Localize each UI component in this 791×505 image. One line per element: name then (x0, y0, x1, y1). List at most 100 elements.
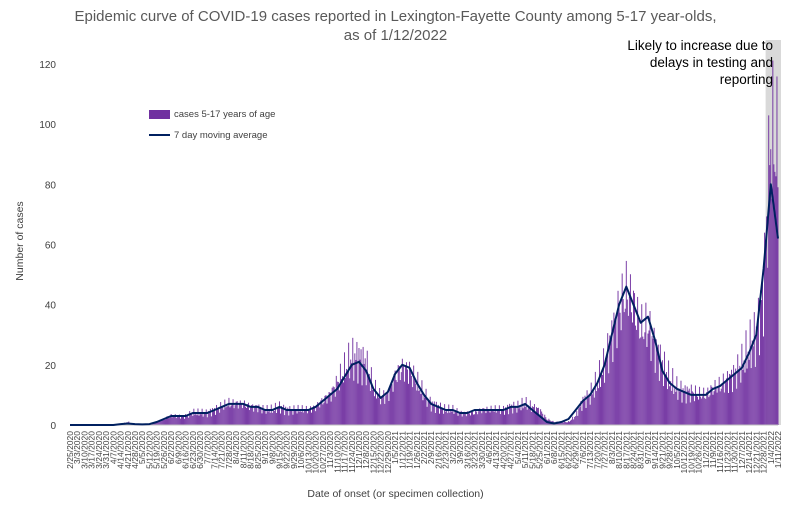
x-tick-label: 4/14/2020 (116, 431, 126, 469)
case-bar (221, 407, 223, 425)
case-bar (762, 278, 763, 425)
case-bar (595, 391, 597, 425)
case-bar (714, 379, 716, 425)
x-tick-label: 3/10/2020 (79, 431, 89, 469)
case-bar (517, 400, 519, 425)
case-bar (350, 359, 352, 425)
x-tick-label: 7/21/2020 (217, 431, 227, 469)
case-bar (750, 368, 752, 425)
case-bar (694, 385, 696, 425)
case-bar (643, 339, 645, 425)
case-bar (427, 398, 429, 425)
case-bar (661, 360, 663, 425)
case-bar (525, 396, 527, 425)
x-tick-label: 12/8/2020 (361, 431, 371, 469)
case-bar (166, 416, 168, 425)
case-bar (484, 410, 486, 425)
case-bar (664, 351, 665, 425)
case-bar (777, 187, 779, 425)
x-tick-label: 8/31/2021 (636, 431, 646, 469)
case-bar (436, 406, 438, 425)
case-bar (413, 365, 415, 425)
x-tick-label: 8/17/2021 (621, 431, 631, 469)
case-bar (516, 412, 518, 425)
case-bar (527, 405, 529, 425)
case-bar (163, 418, 165, 425)
case-bar (561, 422, 563, 425)
case-bar (257, 412, 259, 425)
case-bar (627, 315, 629, 425)
x-tick-label: 5/12/2020 (144, 431, 154, 469)
case-bar (284, 415, 286, 425)
case-bar (389, 387, 391, 425)
case-bar (709, 395, 711, 425)
x-tick-label: 3/9/2021 (455, 431, 465, 464)
case-bar (455, 411, 457, 425)
case-bar (424, 397, 426, 425)
case-bar (192, 415, 194, 425)
case-bar (178, 414, 180, 425)
case-bar (509, 403, 511, 425)
case-bar (430, 411, 432, 425)
case-bar (512, 413, 514, 425)
x-tick-label: 4/21/2020 (123, 431, 133, 469)
case-bar (594, 371, 596, 425)
case-bar (467, 411, 469, 425)
x-tick-label: 4/27/2021 (506, 431, 516, 469)
case-bar (226, 406, 228, 425)
case-bar (653, 327, 655, 425)
case-bar (507, 404, 509, 425)
case-bar (382, 396, 384, 425)
case-bar (588, 393, 590, 425)
case-bar (589, 404, 591, 425)
case-bar (234, 405, 236, 425)
case-bar (654, 372, 656, 425)
case-bar (766, 216, 768, 425)
case-bar (243, 400, 245, 425)
x-tick-label: 4/20/2021 (498, 431, 508, 469)
x-tick-label: 3/3/2020 (72, 431, 82, 464)
case-bar (730, 374, 731, 425)
case-bar (317, 402, 319, 425)
case-bar (772, 60, 774, 426)
case-bar (669, 386, 671, 425)
case-bar (537, 408, 538, 425)
case-bar (720, 388, 722, 425)
case-bar (241, 408, 243, 425)
case-bar (198, 415, 200, 425)
x-tick-label: 12/7/2021 (737, 431, 747, 469)
case-bar (637, 296, 639, 425)
case-bar (365, 385, 367, 425)
case-bar (352, 337, 354, 425)
case-bar (194, 414, 196, 425)
case-bar (391, 384, 393, 425)
case-bar (167, 417, 169, 425)
case-bar (704, 398, 706, 425)
case-bar (716, 392, 718, 425)
x-tick-label: 11/17/2020 (340, 431, 350, 473)
case-bar (375, 379, 376, 425)
case-bar (725, 378, 727, 425)
case-bar (755, 326, 757, 425)
case-bar (401, 358, 403, 425)
case-bar (480, 410, 482, 425)
case-bar (189, 411, 191, 425)
case-bar (706, 392, 708, 425)
y-axis-label: Number of cases (14, 201, 26, 281)
case-bar (250, 407, 252, 425)
case-bar (176, 416, 178, 425)
case-bar (274, 402, 276, 425)
case-bar (486, 406, 488, 425)
case-bar (359, 359, 361, 425)
x-tick-label: 10/5/2021 (672, 431, 682, 469)
case-bar (152, 423, 154, 425)
case-bar (668, 360, 670, 425)
case-bar (315, 411, 317, 425)
case-bar (738, 370, 740, 425)
case-bar (411, 376, 413, 425)
case-bar (721, 383, 723, 425)
case-bar (761, 300, 762, 425)
case-bar (180, 415, 182, 425)
x-tick-label: 6/29/2021 (571, 431, 581, 469)
case-bar (273, 410, 275, 425)
